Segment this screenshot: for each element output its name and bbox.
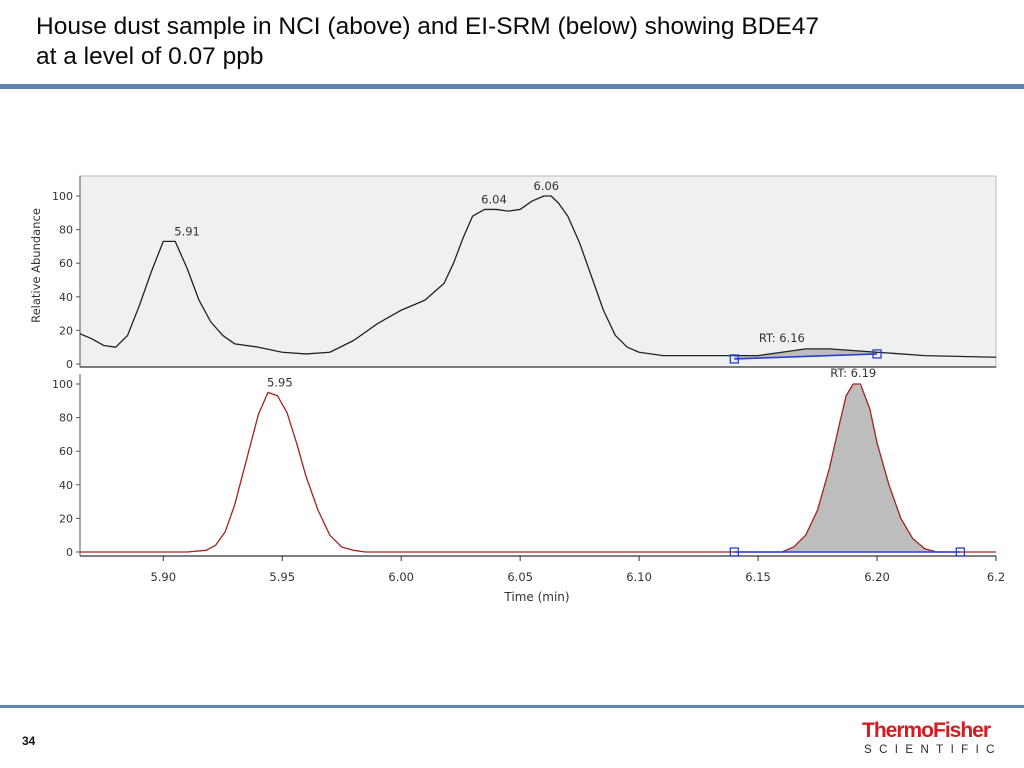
panel-ei-srm-x-tick-label: 6.15 bbox=[745, 570, 771, 584]
panel-ei-srm-y-tick-label: 80 bbox=[59, 412, 73, 425]
panel-nci-integration-marker bbox=[729, 354, 739, 364]
panel-ei-srm-x-tick-label: 6.05 bbox=[507, 570, 533, 584]
panel-ei-srm-y-tick-label: 100 bbox=[52, 378, 73, 391]
panel-nci-peak-label: 6.06 bbox=[534, 179, 560, 193]
panel-ei-srm-trace bbox=[80, 383, 996, 553]
panel-ei-srm-y-tick-label: 40 bbox=[59, 479, 73, 492]
panel-nci-plot-area bbox=[79, 175, 997, 368]
panel-nci-y-tick-label: 20 bbox=[59, 324, 73, 337]
panel-nci-y-tick-label: 100 bbox=[52, 190, 73, 203]
panel-nci-y-axis-label: Relative Abundance bbox=[29, 208, 43, 323]
slide-title-line-2: at a level of 0.07 ppb bbox=[36, 43, 264, 70]
panel-nci-y-tick-label: 60 bbox=[59, 257, 73, 270]
panel-ei-srm-y-tick-label: 20 bbox=[59, 512, 73, 525]
panel-nci-rt-label: RT: 6.16 bbox=[759, 331, 805, 345]
panel-ei-srm-peak-label: 5.95 bbox=[267, 375, 293, 389]
panel-nci-y-tick-label: 80 bbox=[59, 224, 73, 237]
panel-nci-peak-label: 5.91 bbox=[174, 224, 200, 238]
panel-nci-y-tick-label: 40 bbox=[59, 291, 73, 304]
panel-ei-srm-x-tick-label: 6.20 bbox=[864, 570, 890, 584]
panel-nci-integration-marker bbox=[872, 349, 882, 359]
panel-ei-srm-x-tick-label: 6.10 bbox=[626, 570, 652, 584]
footer-divider bbox=[0, 705, 1024, 708]
chromatogram-figure: 0 20 40 60 80 100 Relative Abundance RT: 6.16 5.… bbox=[29, 175, 1005, 604]
panel-ei-srm-x-tick-label: 5.95 bbox=[269, 570, 295, 584]
logo-wordmark: ThermoFisher bbox=[862, 719, 991, 742]
panel-ei-srm-x-axis-label: Time (min) bbox=[503, 590, 569, 604]
slide-title-line-1: House dust sample in NCI (above) and EI-… bbox=[36, 13, 819, 40]
panel-ei-srm-integrated-area bbox=[734, 384, 961, 552]
panel-nci-y-tick-label: 0 bbox=[66, 358, 73, 371]
panel-nci-integrated-area bbox=[734, 348, 878, 359]
panel-nci-peak-label: 6.04 bbox=[481, 192, 507, 206]
panel-nci-integration-baseline bbox=[734, 353, 878, 360]
panel-ei-srm-x-tick-label: 6.2 bbox=[987, 570, 1005, 584]
panel-ei-srm-integration-marker bbox=[955, 547, 965, 557]
panel-ei-srm-y-tick-label: 0 bbox=[66, 546, 73, 559]
panel-nci-trace bbox=[79, 195, 997, 358]
slide-title: House dust sample in NCI (above) and EI-… bbox=[36, 12, 996, 72]
page-number: 34 bbox=[22, 734, 36, 748]
panel-ei-srm-y-tick-label: 60 bbox=[59, 445, 73, 458]
thermo-fisher-logo: ThermoFisher SCIENTIFIC bbox=[862, 720, 1012, 758]
panel-ei-srm-integration-marker bbox=[729, 547, 739, 557]
logo-subtitle: SCIENTIFIC bbox=[864, 744, 1002, 756]
title-divider bbox=[0, 84, 1024, 89]
panel-ei-srm-x-tick-label: 5.90 bbox=[150, 570, 176, 584]
panel-ei-srm-rt-label: RT: 6.19 bbox=[830, 366, 876, 380]
panel-ei-srm-x-tick-label: 6.00 bbox=[388, 570, 414, 584]
